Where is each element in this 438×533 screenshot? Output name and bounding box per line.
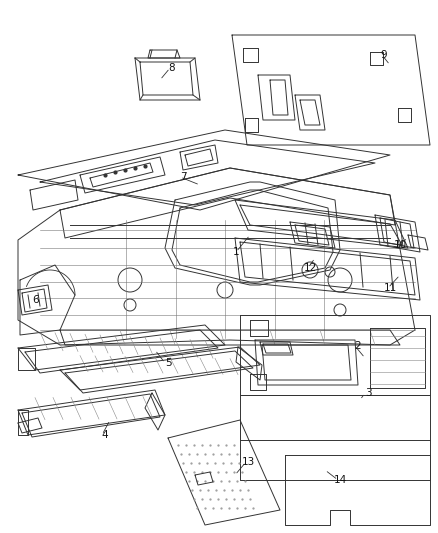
Text: 3: 3 [365, 388, 371, 398]
Text: 6: 6 [33, 295, 39, 305]
Text: 4: 4 [102, 430, 108, 440]
Text: 5: 5 [165, 358, 171, 368]
Text: 10: 10 [393, 240, 406, 250]
Text: 13: 13 [241, 457, 254, 467]
Text: 12: 12 [304, 263, 317, 273]
Text: 7: 7 [180, 172, 186, 182]
Text: 2: 2 [355, 341, 361, 351]
Text: 14: 14 [333, 475, 346, 485]
Text: 1: 1 [233, 247, 239, 257]
Text: 11: 11 [383, 283, 397, 293]
Text: 8: 8 [169, 63, 175, 73]
Text: 9: 9 [381, 50, 387, 60]
